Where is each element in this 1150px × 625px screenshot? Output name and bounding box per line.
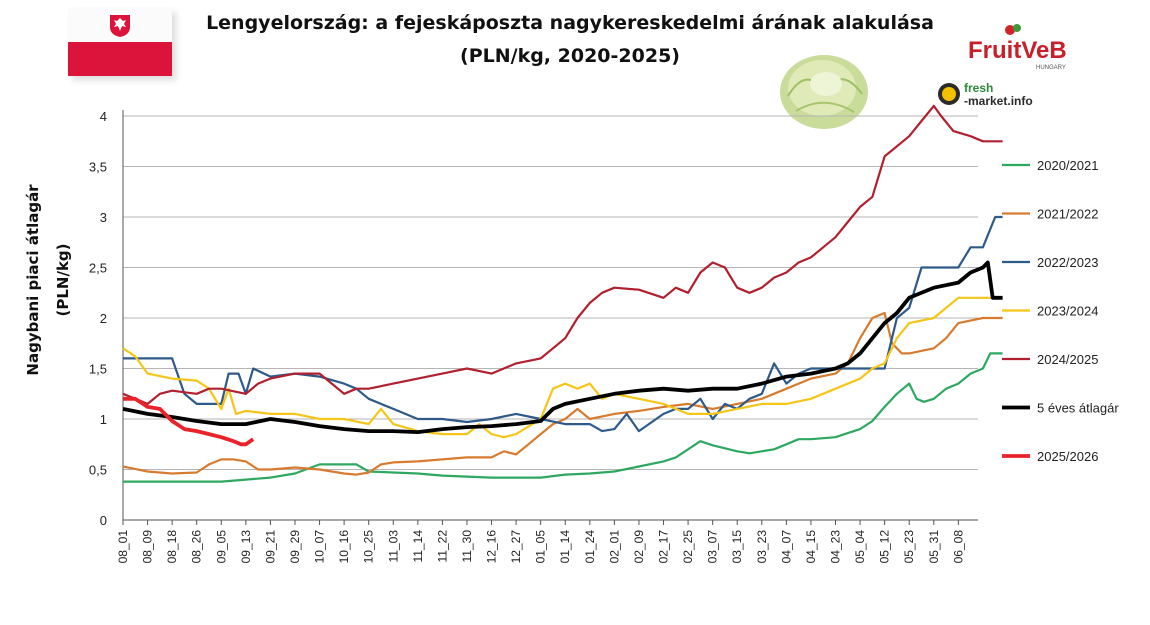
fruitveb-sub: HUNGARY [1036, 65, 1066, 71]
x-tick-label: 11_30 [460, 530, 474, 563]
x-tick-label: 09_29 [288, 530, 302, 564]
y-tick-label: 2 [100, 311, 107, 326]
poland-flag [68, 8, 172, 76]
series-line [123, 352, 1003, 483]
x-tick-label: 10_16 [337, 530, 351, 564]
legend-label: 2025/2026 [1037, 449, 1098, 464]
freshmarket-text2: -market.info [964, 94, 1033, 108]
x-tick-label: 10_25 [362, 530, 376, 564]
x-tick-label: 08_09 [141, 530, 155, 564]
y-tick-label: 1 [100, 412, 107, 427]
y-tick-label: 0 [100, 513, 107, 528]
x-tick-label: 09_21 [263, 530, 277, 564]
x-tick-label: 02_09 [632, 530, 646, 564]
x-tick-label: 11_14 [411, 530, 425, 563]
x-axis-ticks: 08_01 08_09 08_18 08_26 09_05 09_13 09_21 09_29… [116, 520, 965, 563]
fruitveb-logo: FruitVeB HUNGARY [968, 24, 1067, 71]
series-line [123, 215, 1003, 433]
legend-label: 5 éves átlagár [1037, 401, 1119, 416]
y-tick-label: 3,5 [89, 160, 107, 175]
y-axis-label-line2: (PLN/kg) [54, 243, 72, 316]
x-tick-label: 09_05 [214, 530, 228, 564]
fruitveb-text: FruitVeB [968, 37, 1067, 64]
x-tick-label: 11_22 [435, 530, 449, 563]
x-tick-label: 03_15 [730, 530, 744, 564]
x-tick-label: 11_03 [386, 530, 400, 563]
x-tick-label: 01_24 [583, 530, 597, 564]
freshmarket-logo: fresh -market.info [938, 81, 1033, 108]
x-tick-label: 05_04 [853, 530, 867, 564]
x-tick-label: 06_08 [951, 530, 965, 564]
y-axis-label-line1: Nagybani piaci átlagár [24, 184, 42, 376]
x-tick-label: 02_25 [681, 530, 695, 564]
x-tick-label: 08_26 [190, 530, 204, 564]
legend-label: 2021/2022 [1037, 207, 1098, 222]
legend-label: 2020/2021 [1037, 158, 1098, 173]
flag-red-band [68, 42, 172, 76]
y-tick-label: 4 [100, 109, 107, 124]
y-tick-label: 3 [100, 210, 107, 225]
freshmarket-text1: fresh [964, 81, 993, 95]
x-tick-label: 02_01 [607, 530, 621, 564]
x-tick-label: 04_23 [829, 530, 843, 564]
x-tick-label: 01_05 [534, 530, 548, 564]
y-tick-label: 1,5 [89, 362, 107, 377]
x-tick-label: 05_23 [902, 530, 916, 564]
coat-of-arms-icon [110, 15, 130, 37]
chart-subtitle: (PLN/kg, 2020-2025) [460, 45, 680, 67]
legend-label: 2024/2025 [1037, 352, 1098, 367]
x-tick-label: 04_15 [804, 530, 818, 564]
y-axis-ticks: 0 0,5 1 1,5 2 2,5 3 3,5 4 [89, 109, 107, 528]
x-tick-label: 08_01 [116, 530, 130, 564]
legend-label: 2022/2023 [1037, 255, 1098, 270]
grid-lines [122, 110, 978, 521]
x-tick-label: 04_07 [779, 530, 793, 564]
x-tick-label: 10_07 [313, 530, 327, 564]
legend: 2020/2021 2021/2022 2022/2023 2023/2024 2024… [1002, 158, 1119, 464]
x-tick-label: 12_16 [485, 530, 499, 564]
series-lines [122, 104, 1003, 483]
x-tick-label: 02_17 [657, 530, 671, 564]
x-tick-label: 03_23 [755, 530, 769, 564]
y-tick-label: 2,5 [89, 261, 107, 276]
cabbage-image [780, 55, 868, 129]
x-tick-label: 05_31 [927, 530, 941, 564]
series-line [123, 396, 255, 447]
series-line [122, 311, 1003, 476]
x-tick-label: 12_27 [509, 530, 523, 564]
series-line [122, 260, 1003, 434]
x-tick-label: 03_07 [706, 530, 720, 564]
legend-label: 2023/2024 [1037, 304, 1098, 319]
y-tick-label: 0,5 [89, 463, 107, 478]
series-line [122, 296, 1003, 439]
series-line [122, 104, 1003, 405]
chart-title: Lengyelország: a fejeskáposzta nagykeres… [206, 12, 934, 34]
x-tick-label: 01_14 [558, 530, 572, 564]
x-tick-label: 05_12 [878, 530, 892, 564]
x-tick-label: 09_13 [239, 530, 253, 564]
x-tick-label: 08_18 [165, 530, 179, 564]
